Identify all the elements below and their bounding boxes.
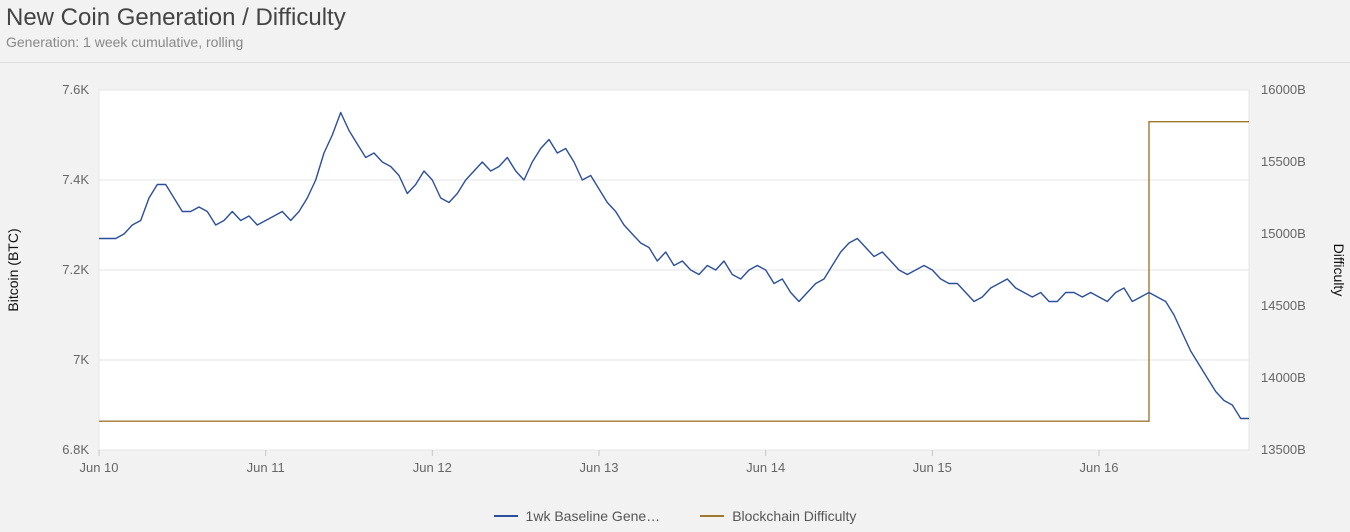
svg-text:16000B: 16000B — [1261, 82, 1306, 97]
svg-text:7.2K: 7.2K — [62, 262, 89, 277]
svg-text:Jun 14: Jun 14 — [746, 460, 785, 475]
svg-text:14500B: 14500B — [1261, 298, 1306, 313]
svg-text:Bitcoin (BTC): Bitcoin (BTC) — [5, 228, 21, 311]
svg-text:7.4K: 7.4K — [62, 172, 89, 187]
svg-text:Jun 16: Jun 16 — [1079, 460, 1118, 475]
chart-container: New Coin Generation / Difficulty Generat… — [0, 0, 1350, 532]
chart-plot: 6.8K 7K 7.2K 7.4K 7.6K 13500B 14000B 14500B 1500… — [0, 70, 1350, 532]
svg-text:Jun 15: Jun 15 — [913, 460, 952, 475]
chart-header: New Coin Generation / Difficulty Generat… — [6, 4, 346, 51]
svg-text:7.6K: 7.6K — [62, 82, 89, 97]
legend-label-generation: 1wk Baseline Gene… — [526, 508, 661, 524]
svg-text:6.8K: 6.8K — [62, 442, 89, 457]
legend-swatch-generation — [494, 515, 518, 517]
svg-text:Difficulty: Difficulty — [1331, 244, 1347, 297]
svg-text:Jun 12: Jun 12 — [413, 460, 452, 475]
chart-legend: 1wk Baseline Gene… Blockchain Difficulty — [0, 508, 1350, 524]
svg-text:7K: 7K — [73, 352, 89, 367]
legend-item-generation[interactable]: 1wk Baseline Gene… — [494, 508, 661, 524]
svg-text:15000B: 15000B — [1261, 226, 1306, 241]
legend-label-difficulty: Blockchain Difficulty — [732, 508, 856, 524]
header-divider — [0, 62, 1350, 63]
svg-text:Jun 11: Jun 11 — [247, 460, 285, 475]
legend-item-difficulty[interactable]: Blockchain Difficulty — [700, 508, 856, 524]
chart-subtitle: Generation: 1 week cumulative, rolling — [6, 33, 346, 51]
svg-text:13500B: 13500B — [1261, 442, 1306, 457]
svg-text:Jun 13: Jun 13 — [579, 460, 618, 475]
svg-text:15500B: 15500B — [1261, 154, 1306, 169]
svg-text:14000B: 14000B — [1261, 370, 1306, 385]
chart-title: New Coin Generation / Difficulty — [6, 4, 346, 33]
legend-swatch-difficulty — [700, 515, 724, 517]
svg-text:Jun 10: Jun 10 — [79, 460, 118, 475]
